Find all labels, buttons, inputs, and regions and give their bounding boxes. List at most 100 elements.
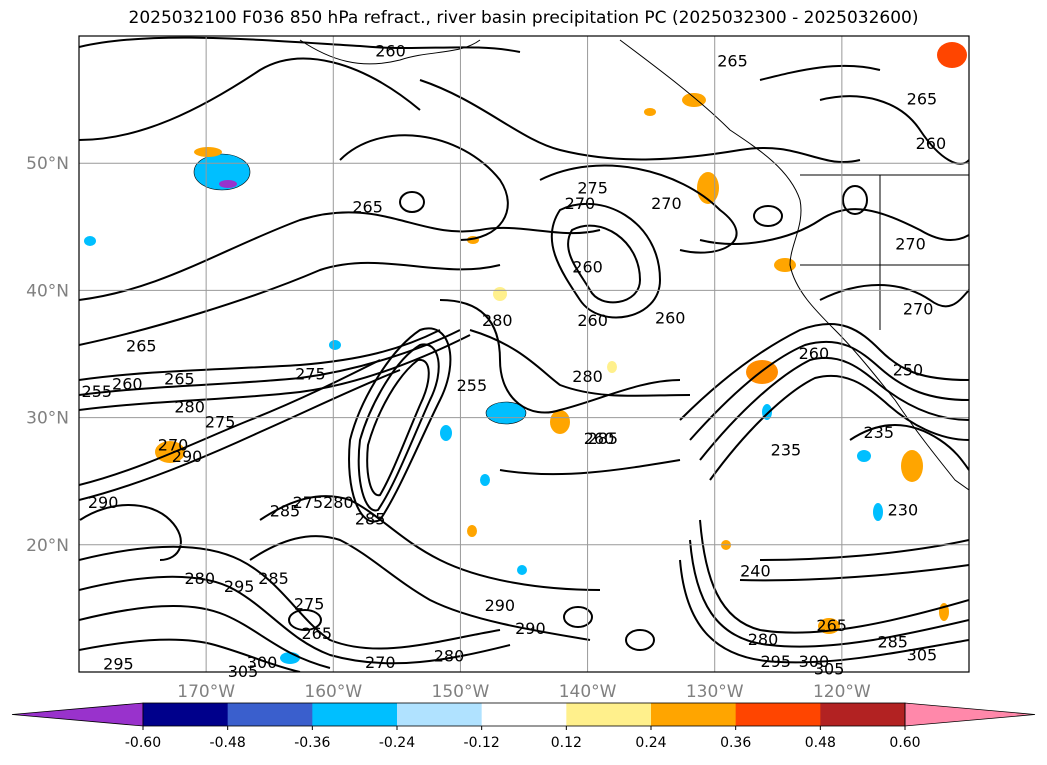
contour-label: 270: [365, 653, 396, 672]
shade-patch: [607, 361, 617, 373]
contour-line: [79, 545, 501, 650]
contour-line: [79, 211, 601, 301]
contour-label: 265: [816, 616, 847, 635]
colorbar-segment: [820, 703, 906, 726]
contour-line: [819, 284, 969, 308]
contour-label: 250: [893, 361, 924, 380]
colorbar-segment: [143, 703, 229, 726]
border-lines: [800, 174, 969, 330]
contour-label: 280: [572, 367, 603, 386]
contour-label: 270: [565, 194, 596, 213]
shade-patch: [937, 42, 967, 68]
contour-label: 235: [771, 441, 802, 460]
axis-labels: 50°N 40°N 30°N 20°N 170°W 160°W 150°W 140°W 130°…: [26, 154, 871, 702]
contour-label: 285: [355, 509, 386, 528]
contour-label: 265: [717, 51, 748, 70]
contour-label: 290: [485, 596, 516, 615]
colorbar-tick-label: -0.60: [125, 735, 161, 751]
lat-tick-label: 20°N: [26, 536, 69, 556]
shade-patch: [857, 450, 871, 462]
contour-label: 280: [482, 311, 513, 330]
colorbar-extend-high: [904, 702, 1036, 727]
graticule: [79, 36, 969, 672]
coastline-alaska: [299, 39, 481, 65]
contour-label: 280: [323, 493, 354, 512]
contour-label: 285: [588, 429, 619, 448]
contour-line: [759, 64, 881, 81]
contour-label: 295: [224, 577, 255, 596]
lon-tick-label: 170°W: [177, 682, 235, 702]
colorbar-tick-label: 0.36: [720, 735, 751, 751]
contour-line: [739, 564, 969, 582]
colorbar-segment: [397, 703, 483, 726]
contour-line: [348, 327, 452, 523]
contour-label: 240: [740, 562, 771, 581]
contour-line: [499, 459, 681, 476]
shade-patch: [440, 425, 452, 441]
contour-line: [709, 374, 969, 481]
lat-tick-label: 40°N: [26, 281, 69, 301]
contour-line: [753, 205, 783, 227]
colorbar-segment: [227, 703, 313, 726]
contour-line: [339, 134, 509, 241]
colorbar-tick-label: 0.24: [635, 735, 666, 751]
contour-line: [79, 504, 182, 561]
contour-line: [399, 191, 425, 213]
contour-label: 260: [375, 41, 406, 60]
colorbar-frame: [142, 702, 906, 727]
lon-tick-label: 120°W: [813, 682, 871, 702]
contour-label: 290: [172, 447, 203, 466]
contour-label: 295: [103, 654, 134, 673]
shade-patch: [480, 474, 490, 486]
contour-label: 255: [457, 376, 488, 395]
contour-label: 275: [294, 595, 325, 614]
lat-tick-label: 30°N: [26, 409, 69, 429]
contour-label: 260: [655, 308, 686, 327]
contour-label: 265: [126, 336, 157, 355]
shade-patch: [84, 236, 96, 246]
contour-label: 265: [907, 90, 938, 109]
shade-patch: [873, 503, 883, 521]
contour-line: [550, 202, 662, 319]
colorbar-tick-label: -0.12: [464, 735, 500, 751]
contour-label: 305: [907, 645, 938, 664]
contour-label: 230: [888, 500, 919, 519]
colorbar-tick-label: -0.24: [379, 735, 415, 751]
contour-label: 280: [174, 397, 205, 416]
contour-label: 275: [205, 413, 236, 432]
lat-tick-label: 50°N: [26, 154, 69, 174]
contour-label: 285: [877, 633, 908, 652]
contour-line: [259, 495, 601, 591]
contour-line: [79, 369, 401, 501]
shade-patch: [194, 147, 222, 157]
contour-label: 265: [301, 624, 332, 643]
contour-line: [288, 609, 322, 631]
contour-line: [366, 358, 430, 497]
refractivity-contours: [79, 36, 969, 672]
contour-label: 290: [88, 493, 119, 512]
contour-label: 260: [112, 375, 143, 394]
contour-line: [567, 224, 642, 304]
contour-label: 285: [270, 502, 301, 521]
contour-line: [79, 261, 501, 346]
colorbar-tick-label: 0.60: [889, 735, 920, 751]
contour-label: 280: [748, 630, 779, 649]
contour-label: 260: [799, 344, 830, 363]
shade-patch: [493, 287, 507, 301]
shade-patch: [467, 525, 477, 537]
shade-patch: [517, 565, 527, 575]
chart-title: 2025032100 F036 850 hPa refract., river …: [128, 8, 919, 28]
contour-label: 260: [577, 311, 608, 330]
contour-line: [699, 208, 969, 245]
colorbar-extend-low: [11, 702, 144, 727]
contour-label: 280: [185, 569, 216, 588]
contour-label: 295: [760, 652, 791, 671]
map-frame: [78, 35, 970, 673]
contour-line: [79, 575, 511, 665]
contour-label: 285: [258, 569, 289, 588]
contour-label: 265: [164, 369, 195, 388]
contour-label: 275: [577, 179, 608, 198]
shade-patch: [485, 401, 527, 425]
